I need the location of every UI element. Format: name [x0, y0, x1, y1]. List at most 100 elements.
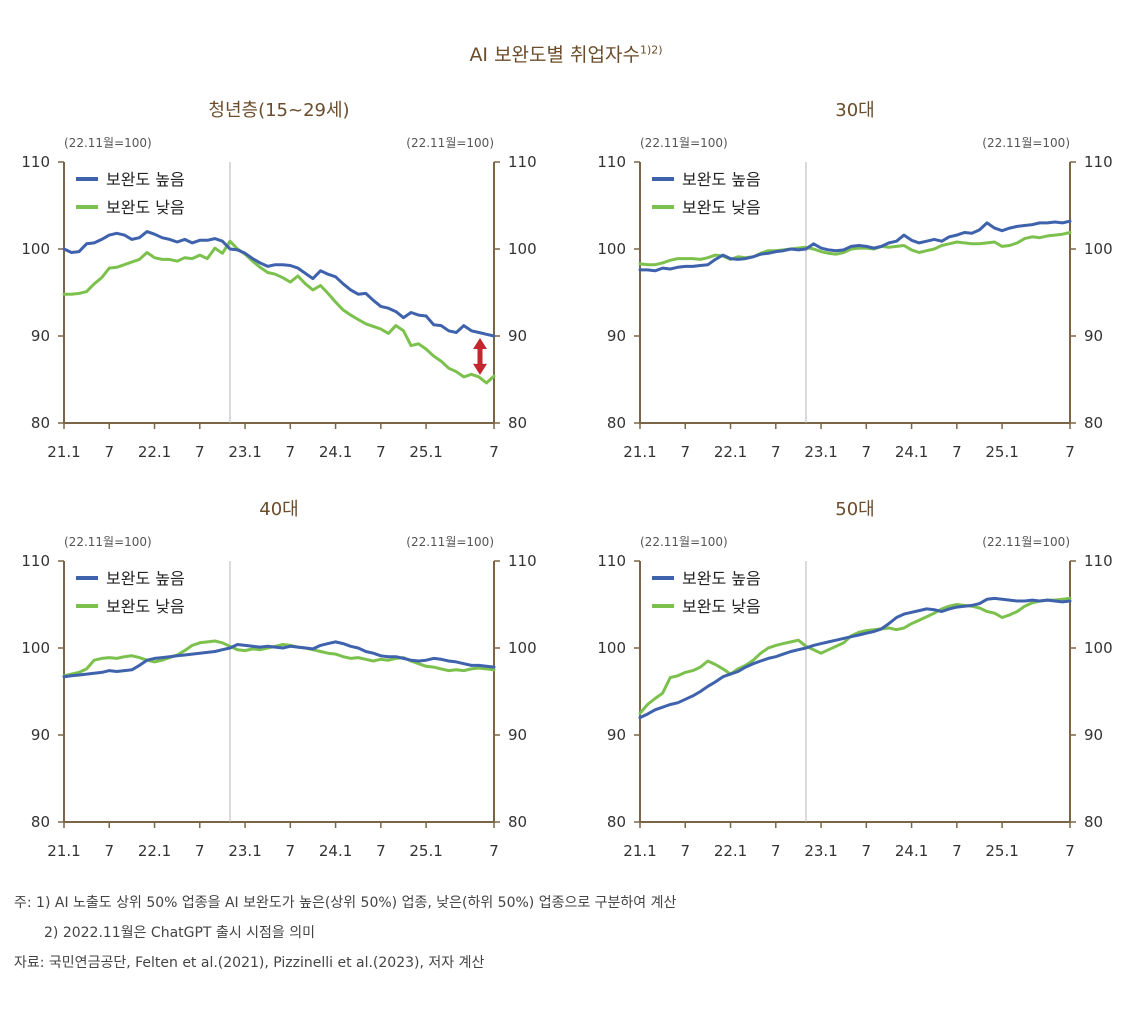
- series-line-high: [62, 230, 496, 338]
- index-note-left: (22.11월=100): [64, 136, 152, 150]
- index-note-right: (22.11월=100): [406, 136, 494, 150]
- y-tick-label-right: 110: [1084, 552, 1113, 570]
- x-tick-label: 7: [1065, 842, 1075, 860]
- index-note-right: (22.11월=100): [982, 136, 1070, 150]
- legend-label-high: 보완도 높음: [106, 170, 185, 189]
- x-tick-label: 21.1: [623, 443, 656, 461]
- y-tick-label-right: 80: [1084, 813, 1103, 831]
- x-tick-label: 22.1: [138, 443, 171, 461]
- x-tick-label: 7: [104, 842, 114, 860]
- y-tick-label-left: 110: [597, 552, 626, 570]
- figure-canvas: 청년층(15~29세) (22.11월=100) (22.11월=100) 80 80 9…: [21, 100, 1113, 860]
- x-tick-label: 7: [104, 443, 114, 461]
- x-tick-label: 7: [376, 842, 386, 860]
- x-tick-label: 7: [1065, 443, 1075, 461]
- y-tick-label-left: 100: [21, 240, 50, 258]
- y-tick-label-right: 80: [508, 813, 527, 831]
- series-line-low: [638, 596, 1072, 715]
- legend-label-low: 보완도 낮음: [106, 597, 185, 616]
- x-tick-label: 23.1: [804, 842, 837, 860]
- y-tick-label-right: 90: [1084, 327, 1103, 345]
- y-tick-label-left: 90: [31, 327, 50, 345]
- y-tick-label-left: 110: [21, 552, 50, 570]
- y-tick-label-right: 90: [508, 327, 527, 345]
- main-title: AI 보완도별 취업자수1)2): [0, 40, 1132, 67]
- x-tick-label: 7: [195, 842, 205, 860]
- y-tick-label-left: 100: [21, 639, 50, 657]
- legend-label-high: 보완도 높음: [682, 170, 761, 189]
- legend-label-low: 보완도 낮음: [682, 597, 761, 616]
- x-tick-label: 21.1: [47, 842, 80, 860]
- legend-label-high: 보완도 높음: [682, 569, 761, 588]
- x-tick-label: 7: [286, 842, 296, 860]
- y-tick-label-left: 100: [597, 240, 626, 258]
- x-tick-label: 22.1: [714, 443, 747, 461]
- x-tick-label: 21.1: [623, 842, 656, 860]
- x-tick-label: 22.1: [138, 842, 171, 860]
- x-tick-label: 7: [952, 842, 962, 860]
- y-tick-label-left: 90: [31, 726, 50, 744]
- main-title-footnote-marks: 1)2): [639, 43, 663, 57]
- x-tick-label: 23.1: [228, 842, 261, 860]
- footnote-2: 2) 2022.11월은 ChatGPT 출시 시점을 의미: [44, 925, 315, 941]
- series-line-low: [62, 239, 496, 385]
- chart-title: 50대: [835, 499, 874, 520]
- index-note-right: (22.11월=100): [982, 535, 1070, 549]
- x-tick-label: 7: [862, 842, 872, 860]
- x-tick-label: 7: [771, 443, 781, 461]
- series-line-high: [638, 219, 1072, 273]
- y-tick-label-right: 100: [1084, 240, 1113, 258]
- x-tick-label: 22.1: [714, 842, 747, 860]
- y-tick-label-left: 80: [31, 813, 50, 831]
- series-line-high: [638, 596, 1072, 720]
- x-tick-label: 23.1: [228, 443, 261, 461]
- x-tick-label: 7: [680, 443, 690, 461]
- y-tick-label-left: 80: [607, 813, 626, 831]
- y-tick-label-left: 80: [31, 414, 50, 432]
- series-line-low: [62, 639, 496, 678]
- footnotes: 주: 1) AI 노출도 상위 50% 업종을 AI 보완도가 높은(상위 50…: [14, 888, 676, 978]
- x-tick-label: 24.1: [319, 842, 352, 860]
- chart-panel-3: 40대 (22.11월=100) (22.11월=100) 80 80 90 90 100 10…: [21, 499, 536, 860]
- y-tick-label-left: 90: [607, 327, 626, 345]
- y-tick-label-right: 100: [508, 639, 537, 657]
- y-tick-label-right: 110: [508, 552, 537, 570]
- index-note-left: (22.11월=100): [640, 136, 728, 150]
- chart-title: 40대: [259, 499, 298, 520]
- gap-arrow-head-down: [473, 363, 487, 375]
- gap-arrow-head-up: [473, 338, 487, 349]
- series-line-high: [62, 640, 496, 679]
- x-tick-label: 7: [489, 443, 499, 461]
- x-tick-label: 7: [195, 443, 205, 461]
- x-tick-label: 7: [376, 443, 386, 461]
- legend-label-low: 보완도 낮음: [106, 198, 185, 217]
- y-tick-label-left: 100: [597, 639, 626, 657]
- index-note-left: (22.11월=100): [640, 535, 728, 549]
- y-tick-label-right: 90: [1084, 726, 1103, 744]
- chart-panel-2: 30대 (22.11월=100) (22.11월=100) 80 80 90 90 100 10…: [597, 100, 1112, 461]
- x-tick-label: 24.1: [895, 842, 928, 860]
- x-tick-label: 7: [862, 443, 872, 461]
- x-tick-label: 25.1: [409, 842, 442, 860]
- footnote-1: 주: 1) AI 노출도 상위 50% 업종을 AI 보완도가 높은(상위 50…: [14, 895, 677, 911]
- x-tick-label: 23.1: [804, 443, 837, 461]
- main-title-text: AI 보완도별 취업자수: [469, 44, 640, 66]
- x-tick-label: 24.1: [895, 443, 928, 461]
- x-tick-label: 7: [489, 842, 499, 860]
- y-tick-label-right: 100: [1084, 639, 1113, 657]
- index-note-left: (22.11월=100): [64, 535, 152, 549]
- x-tick-label: 7: [771, 842, 781, 860]
- x-tick-label: 25.1: [985, 443, 1018, 461]
- x-tick-label: 7: [680, 842, 690, 860]
- y-tick-label-right: 90: [508, 726, 527, 744]
- x-tick-label: 25.1: [985, 842, 1018, 860]
- x-tick-label: 21.1: [47, 443, 80, 461]
- y-tick-label-left: 110: [597, 153, 626, 171]
- y-tick-label-left: 80: [607, 414, 626, 432]
- x-tick-label: 24.1: [319, 443, 352, 461]
- x-tick-label: 7: [952, 443, 962, 461]
- y-tick-label-right: 100: [508, 240, 537, 258]
- series-line-low: [638, 231, 1072, 267]
- chart-title: 30대: [835, 100, 874, 121]
- y-tick-label-right: 110: [508, 153, 537, 171]
